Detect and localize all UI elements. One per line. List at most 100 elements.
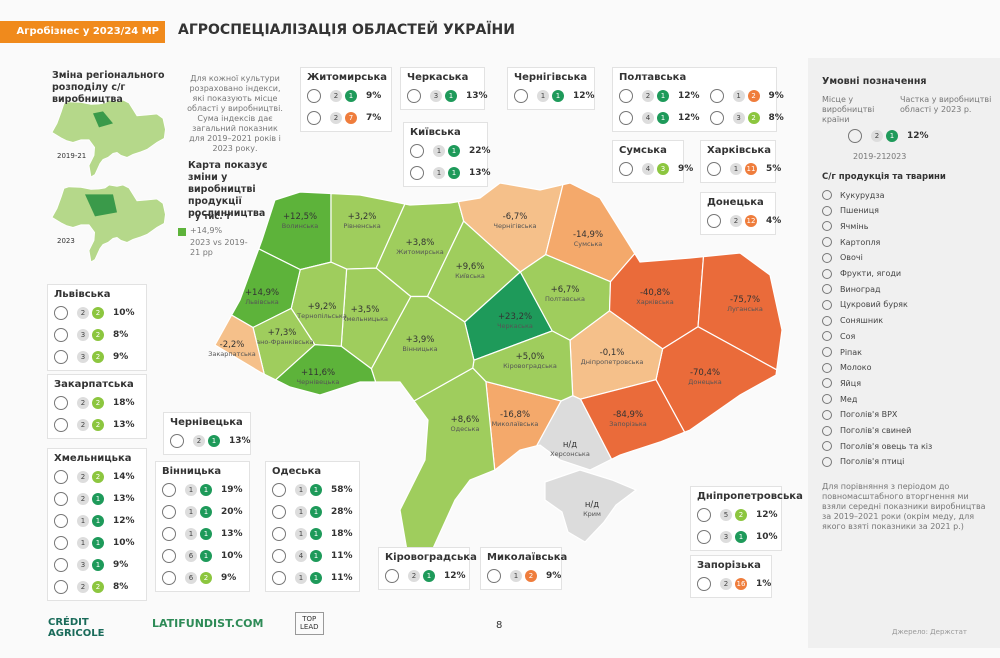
region-change: -84,9% <box>613 410 643 420</box>
legend-icon <box>822 425 832 436</box>
legend-note: Для порівняння з періодом до повномасшта… <box>822 482 986 531</box>
region-card: Житомирська 2 1 9% 2 7 7% <box>300 67 392 132</box>
product-icon <box>162 526 176 541</box>
product-row: 6 2 9% <box>162 568 243 587</box>
legend-item: Пшениця <box>822 205 879 216</box>
share: 13% <box>469 167 491 178</box>
card-name: Вінницька <box>162 466 222 477</box>
region-name: Волинська <box>282 222 318 230</box>
rank-2019-21: 1 <box>77 514 89 527</box>
product-row: 3 2 8% <box>54 325 140 344</box>
region-name: Рівненська <box>343 222 380 230</box>
legend-icon <box>822 378 832 389</box>
rank-2019-21: 2 <box>330 89 342 102</box>
logo-credit-agricole: CRÉDIT AGRICOLE <box>48 617 105 639</box>
product-row: 2 16 1% <box>697 574 771 593</box>
product-icon <box>707 213 721 228</box>
product-icon <box>170 433 184 448</box>
region-card: Чернівецька 2 1 13% <box>163 412 251 455</box>
share: 28% <box>331 506 353 517</box>
rank-2019-21: 3 <box>77 328 89 341</box>
rank-2023: 1 <box>310 505 322 518</box>
region-name: Запорізька <box>609 420 647 428</box>
share: 12% <box>678 112 700 123</box>
region-card: Сумська 4 3 9% <box>612 140 693 183</box>
region-change: +3,5% <box>351 305 380 315</box>
header-title: АГРОСПЕЦІАЛІЗАЦІЯ ОБЛАСТЕЙ УКРАЇНИ <box>178 22 515 38</box>
share: 10% <box>113 307 135 318</box>
region-change: +11,6% <box>301 368 335 378</box>
legend-icon <box>822 394 832 405</box>
region-card: Миколаївська 1 2 9% <box>480 547 567 590</box>
product-icon <box>162 548 176 563</box>
product-row: 1 1 28% <box>272 502 353 521</box>
logo-lead: LEAD <box>300 623 319 632</box>
legend-label: Соя <box>840 331 856 341</box>
legend-item: Яйця <box>822 378 861 389</box>
region-name: Черкаська <box>497 322 533 330</box>
region-name: Кіровоградська <box>503 362 557 370</box>
rank-2023: 1 <box>92 514 104 527</box>
legend-label: Соняшник <box>840 316 884 326</box>
rank-2019-21: 5 <box>720 508 732 521</box>
product-icon <box>407 88 421 103</box>
product-row: 1 11 5% <box>707 159 781 178</box>
product-icon <box>54 349 68 364</box>
rank-2019-21: 1 <box>185 527 197 540</box>
product-row: 1 1 20% <box>162 502 243 521</box>
card-rows: 1 1 12% <box>514 86 595 105</box>
region-change: +9,6% <box>456 262 485 272</box>
legend-label: Молоко <box>840 363 872 373</box>
card-rows: 2 2 14% 2 1 13% 1 1 12% 1 1 10% 3 1 9% 2 2 8% <box>54 467 140 596</box>
region-change: -16,8% <box>500 410 530 420</box>
region-change: -40,8% <box>640 288 670 298</box>
rank-2019-21: 1 <box>537 89 549 102</box>
rank-2023: 1 <box>92 558 104 571</box>
region-card: Чернігівська 1 1 12% <box>507 67 595 110</box>
product-row: 3 2 8% <box>709 108 784 127</box>
legend-icon <box>822 205 832 216</box>
rank-2019-21: 4 <box>295 549 307 562</box>
mini-map-label: 2023 <box>57 237 75 245</box>
product-row: 2 2 18% <box>54 393 140 412</box>
rank-2019-21: 2 <box>720 577 732 590</box>
rank-2023: 1 <box>92 492 104 505</box>
product-icon <box>272 548 286 563</box>
rank-2019-21: 3 <box>720 530 732 543</box>
product-row: 2 1 9% <box>307 86 385 105</box>
region-card: Одеська 1 1 58% 1 1 28% 1 1 18% 4 1 11% 1 1 11% <box>265 461 360 592</box>
region-card: Хмельницька 2 2 14% 2 1 13% 1 1 12% 1 1 10% 3 1 9% 2 2 8% <box>47 448 147 601</box>
region-change: +8,6% <box>451 415 480 425</box>
rank-2023: 2 <box>747 111 760 124</box>
legend-label: Ячмінь <box>840 221 869 231</box>
rank-2023: 1 <box>310 571 322 584</box>
region-card: Вінницька 1 1 19% 1 1 20% 1 1 13% 6 1 10% 6 2 9% <box>155 461 250 592</box>
region-change: -14,9% <box>573 230 603 240</box>
rank-2023: 1 <box>200 483 212 496</box>
product-icon <box>54 327 68 342</box>
card-rows: 2 1 12% <box>385 566 466 585</box>
card-rows: 3 1 13% <box>407 86 488 105</box>
product-icon <box>272 570 286 585</box>
product-row: 3 1 13% <box>407 86 488 105</box>
rank-2019-21: 1 <box>185 505 197 518</box>
region-name: Сумська <box>574 240 603 248</box>
rank-2023: 1 <box>886 129 898 142</box>
region-card: Закарпатська 2 2 18% 2 2 13% <box>47 374 147 439</box>
logo-top: TOP <box>302 615 317 623</box>
rank-2019-21: 2 <box>193 434 205 447</box>
share-label: Частка у виробництві області у 2023 р. <box>900 95 992 114</box>
rank-2019-21: 1 <box>433 144 445 157</box>
product-row: 2 2 10% <box>54 303 140 322</box>
card-rows: 1 2 9% <box>487 566 561 585</box>
card-rows: 2 1 12% 1 2 9% 4 1 12% 3 2 8% <box>619 86 784 127</box>
legend-label: Кукурудза <box>840 190 885 200</box>
product-icon <box>307 110 321 125</box>
card-name: Черкаська <box>407 72 469 83</box>
rank-2023: 2 <box>92 580 104 593</box>
product-icon <box>54 417 68 432</box>
rank-2023: 16 <box>735 577 747 590</box>
source: Джерело: Держстат <box>892 628 967 636</box>
share: 58% <box>331 484 353 495</box>
